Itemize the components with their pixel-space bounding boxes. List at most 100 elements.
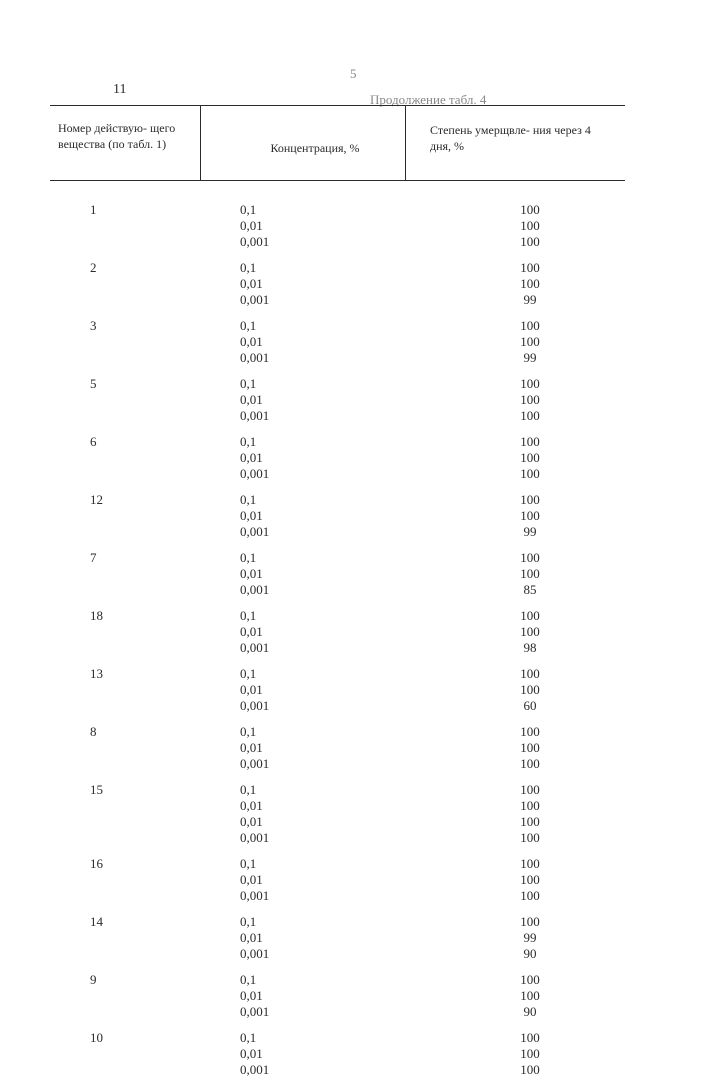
cell-concentration: 0,01: [240, 218, 450, 234]
cell-concentration: 0,001: [240, 408, 450, 424]
cell-mortality: 100: [450, 914, 610, 930]
cell-concentration: 0,1: [240, 972, 450, 988]
cell-concentration: 0,1: [240, 550, 450, 566]
page-root: 11 5 Продолжение табл. 4 Номер действую-…: [0, 0, 707, 1000]
cell-concentration: 0,1: [240, 1030, 450, 1046]
cell-mortality: 100: [450, 202, 610, 218]
table-row: 0,01100: [50, 682, 625, 698]
cell-mortality: 100: [450, 1046, 610, 1062]
cell-substance-id: 3: [50, 318, 240, 334]
cell-mortality: 100: [450, 972, 610, 988]
cell-mortality: 100: [450, 234, 610, 250]
table-row: 0,001100: [50, 466, 625, 482]
cell-concentration: 0,001: [240, 1004, 450, 1020]
cell-mortality: 100: [450, 666, 610, 682]
cell-concentration: 0,01: [240, 450, 450, 466]
cell-mortality: 100: [450, 872, 610, 888]
table-group: 150,11000,011000,011000,001100: [50, 782, 625, 846]
cell-mortality: 99: [450, 292, 610, 308]
table-row: 0,01100: [50, 1046, 625, 1062]
cell-mortality: 100: [450, 888, 610, 904]
table-group: 120,11000,011000,00199: [50, 492, 625, 540]
table-row: 180,1100: [50, 608, 625, 624]
cell-mortality: 100: [450, 830, 610, 846]
table-rule-top: [50, 105, 625, 106]
table-row: 0,01100: [50, 334, 625, 350]
table-row: 160,1100: [50, 856, 625, 872]
table-row: 0,00199: [50, 292, 625, 308]
cell-mortality: 100: [450, 434, 610, 450]
cell-concentration: 0,01: [240, 334, 450, 350]
cell-mortality: 100: [450, 1062, 610, 1078]
cell-mortality: 98: [450, 640, 610, 656]
cell-substance-id: [50, 988, 240, 1004]
cell-substance-id: [50, 566, 240, 582]
table-row: 0,001100: [50, 408, 625, 424]
cell-concentration: 0,001: [240, 292, 450, 308]
cell-mortality: 90: [450, 1004, 610, 1020]
table-row: 0,00185: [50, 582, 625, 598]
cell-concentration: 0,1: [240, 856, 450, 872]
table-group: 70,11000,011000,00185: [50, 550, 625, 598]
table-row: 0,01100: [50, 566, 625, 582]
table-row: 0,001100: [50, 830, 625, 846]
cell-substance-id: 10: [50, 1030, 240, 1046]
table-rule-vert-2: [405, 105, 406, 180]
cell-concentration: 0,01: [240, 740, 450, 756]
table-row: 70,1100: [50, 550, 625, 566]
table-group: 30,11000,011000,00199: [50, 318, 625, 366]
cell-concentration: 0,1: [240, 260, 450, 276]
cell-substance-id: [50, 872, 240, 888]
cell-substance-id: [50, 508, 240, 524]
table-row: 0,01100: [50, 872, 625, 888]
cell-concentration: 0,1: [240, 434, 450, 450]
cell-mortality: 100: [450, 408, 610, 424]
table-row: 50,1100: [50, 376, 625, 392]
cell-substance-id: [50, 350, 240, 366]
cell-mortality: 99: [450, 524, 610, 540]
table-group: 160,11000,011000,001100: [50, 856, 625, 904]
cell-substance-id: [50, 1046, 240, 1062]
cell-mortality: 100: [450, 276, 610, 292]
cell-concentration: 0,1: [240, 376, 450, 392]
cell-mortality: 100: [450, 392, 610, 408]
cell-mortality: 100: [450, 508, 610, 524]
cell-mortality: 90: [450, 946, 610, 962]
table-row: 0,01100: [50, 450, 625, 466]
cell-concentration: 0,01: [240, 508, 450, 524]
table-row: 0,01100: [50, 814, 625, 830]
table-row: 140,1100: [50, 914, 625, 930]
cell-concentration: 0,01: [240, 682, 450, 698]
cell-substance-id: [50, 234, 240, 250]
cell-concentration: 0,001: [240, 756, 450, 772]
table-group: 90,11000,011000,00190: [50, 972, 625, 1020]
table-group: 180,11000,011000,00198: [50, 608, 625, 656]
cell-concentration: 0,1: [240, 782, 450, 798]
cell-substance-id: [50, 682, 240, 698]
cell-substance-id: 6: [50, 434, 240, 450]
cell-concentration: 0,001: [240, 946, 450, 962]
table-row: 0,00199: [50, 524, 625, 540]
cell-substance-id: 14: [50, 914, 240, 930]
cell-substance-id: [50, 740, 240, 756]
cell-substance-id: [50, 392, 240, 408]
cell-mortality: 99: [450, 350, 610, 366]
cell-concentration: 0,001: [240, 234, 450, 250]
table-row: 0,01100: [50, 740, 625, 756]
cell-substance-id: [50, 814, 240, 830]
cell-substance-id: [50, 582, 240, 598]
cell-mortality: 100: [450, 260, 610, 276]
table-group: 20,11000,011000,00199: [50, 260, 625, 308]
cell-mortality: 100: [450, 1030, 610, 1046]
cell-mortality: 99: [450, 930, 610, 946]
cell-concentration: 0,01: [240, 1046, 450, 1062]
table-body: 10,11000,011000,00110020,11000,011000,00…: [50, 194, 625, 1088]
cell-concentration: 0,001: [240, 524, 450, 540]
table-rule-vert-1: [200, 105, 201, 180]
cell-mortality: 100: [450, 334, 610, 350]
cell-mortality: 100: [450, 798, 610, 814]
cell-mortality: 60: [450, 698, 610, 714]
table-row: 80,1100: [50, 724, 625, 740]
cell-substance-id: 13: [50, 666, 240, 682]
table-row: 0,01100: [50, 276, 625, 292]
